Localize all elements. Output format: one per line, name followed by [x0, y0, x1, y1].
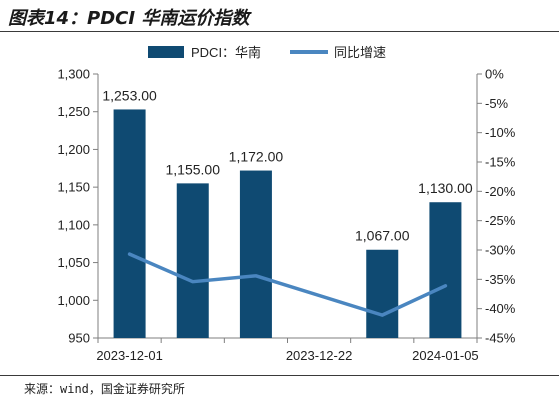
bar-data-label: 1,172.00: [229, 149, 284, 165]
legend: PDCI：华南 同比增速: [148, 45, 386, 60]
bar: [113, 109, 146, 338]
left-tick-label: 1,250: [57, 104, 90, 119]
x-tick-label: 2024-01-05: [412, 348, 479, 363]
left-tick-label: 1,000: [57, 293, 90, 308]
right-tick-label: 0%: [485, 67, 504, 82]
left-tick-label: 1,300: [57, 67, 90, 82]
right-tick-label: -15%: [485, 155, 516, 170]
right-tick-label: -20%: [485, 184, 516, 199]
right-tick-label: -10%: [485, 125, 516, 140]
x-tick-label: 2023-12-01: [96, 348, 163, 363]
right-tick-label: -5%: [485, 96, 509, 111]
bar-data-label: 1,130.00: [418, 180, 473, 196]
chart-canvas: PDCI：华南 同比增速 950 1,000 1,050 1,100 1,150 1,20…: [57, 45, 515, 364]
left-tick-label: 1,050: [57, 255, 90, 270]
source-note: 来源：wind，国金证券研究所: [24, 382, 185, 396]
right-tick-label: -25%: [485, 213, 516, 228]
source-divider: [0, 375, 559, 376]
left-tick-label: 1,100: [57, 217, 90, 232]
x-tick-label: 2023-12-22: [286, 348, 353, 363]
right-tick-label: -40%: [485, 301, 516, 316]
bar-data-label: 1,067.00: [355, 228, 410, 244]
axes: 950 1,000 1,050 1,100 1,150 1,200 1,250 1,300 0%…: [57, 67, 515, 364]
bar: [176, 183, 209, 338]
chart-title: 图表14：PDCI 华南运价指数: [8, 8, 250, 29]
bar-data-label: 1,253.00: [102, 87, 157, 103]
left-tick-label: 950: [68, 331, 90, 346]
bar: [239, 170, 272, 338]
line-series: [127, 252, 448, 317]
bar-data-label: 1,155.00: [166, 161, 221, 177]
right-tick-label: -45%: [485, 331, 516, 346]
left-tick-label: 1,200: [57, 142, 90, 157]
legend-line-label: 同比增速: [334, 45, 386, 60]
left-tick-label: 1,150: [57, 180, 90, 195]
legend-bar-swatch: [148, 46, 184, 58]
title-divider: [0, 31, 559, 32]
data-labels: 1,253.00 1,155.00 1,172.00 1,067.00 1,130.00: [102, 87, 473, 243]
right-tick-label: -35%: [485, 272, 516, 287]
right-tick-label: -30%: [485, 243, 516, 258]
bar-series: [113, 109, 462, 338]
bar: [366, 249, 399, 338]
bar: [429, 202, 462, 338]
legend-bar-label: PDCI：华南: [191, 45, 261, 60]
